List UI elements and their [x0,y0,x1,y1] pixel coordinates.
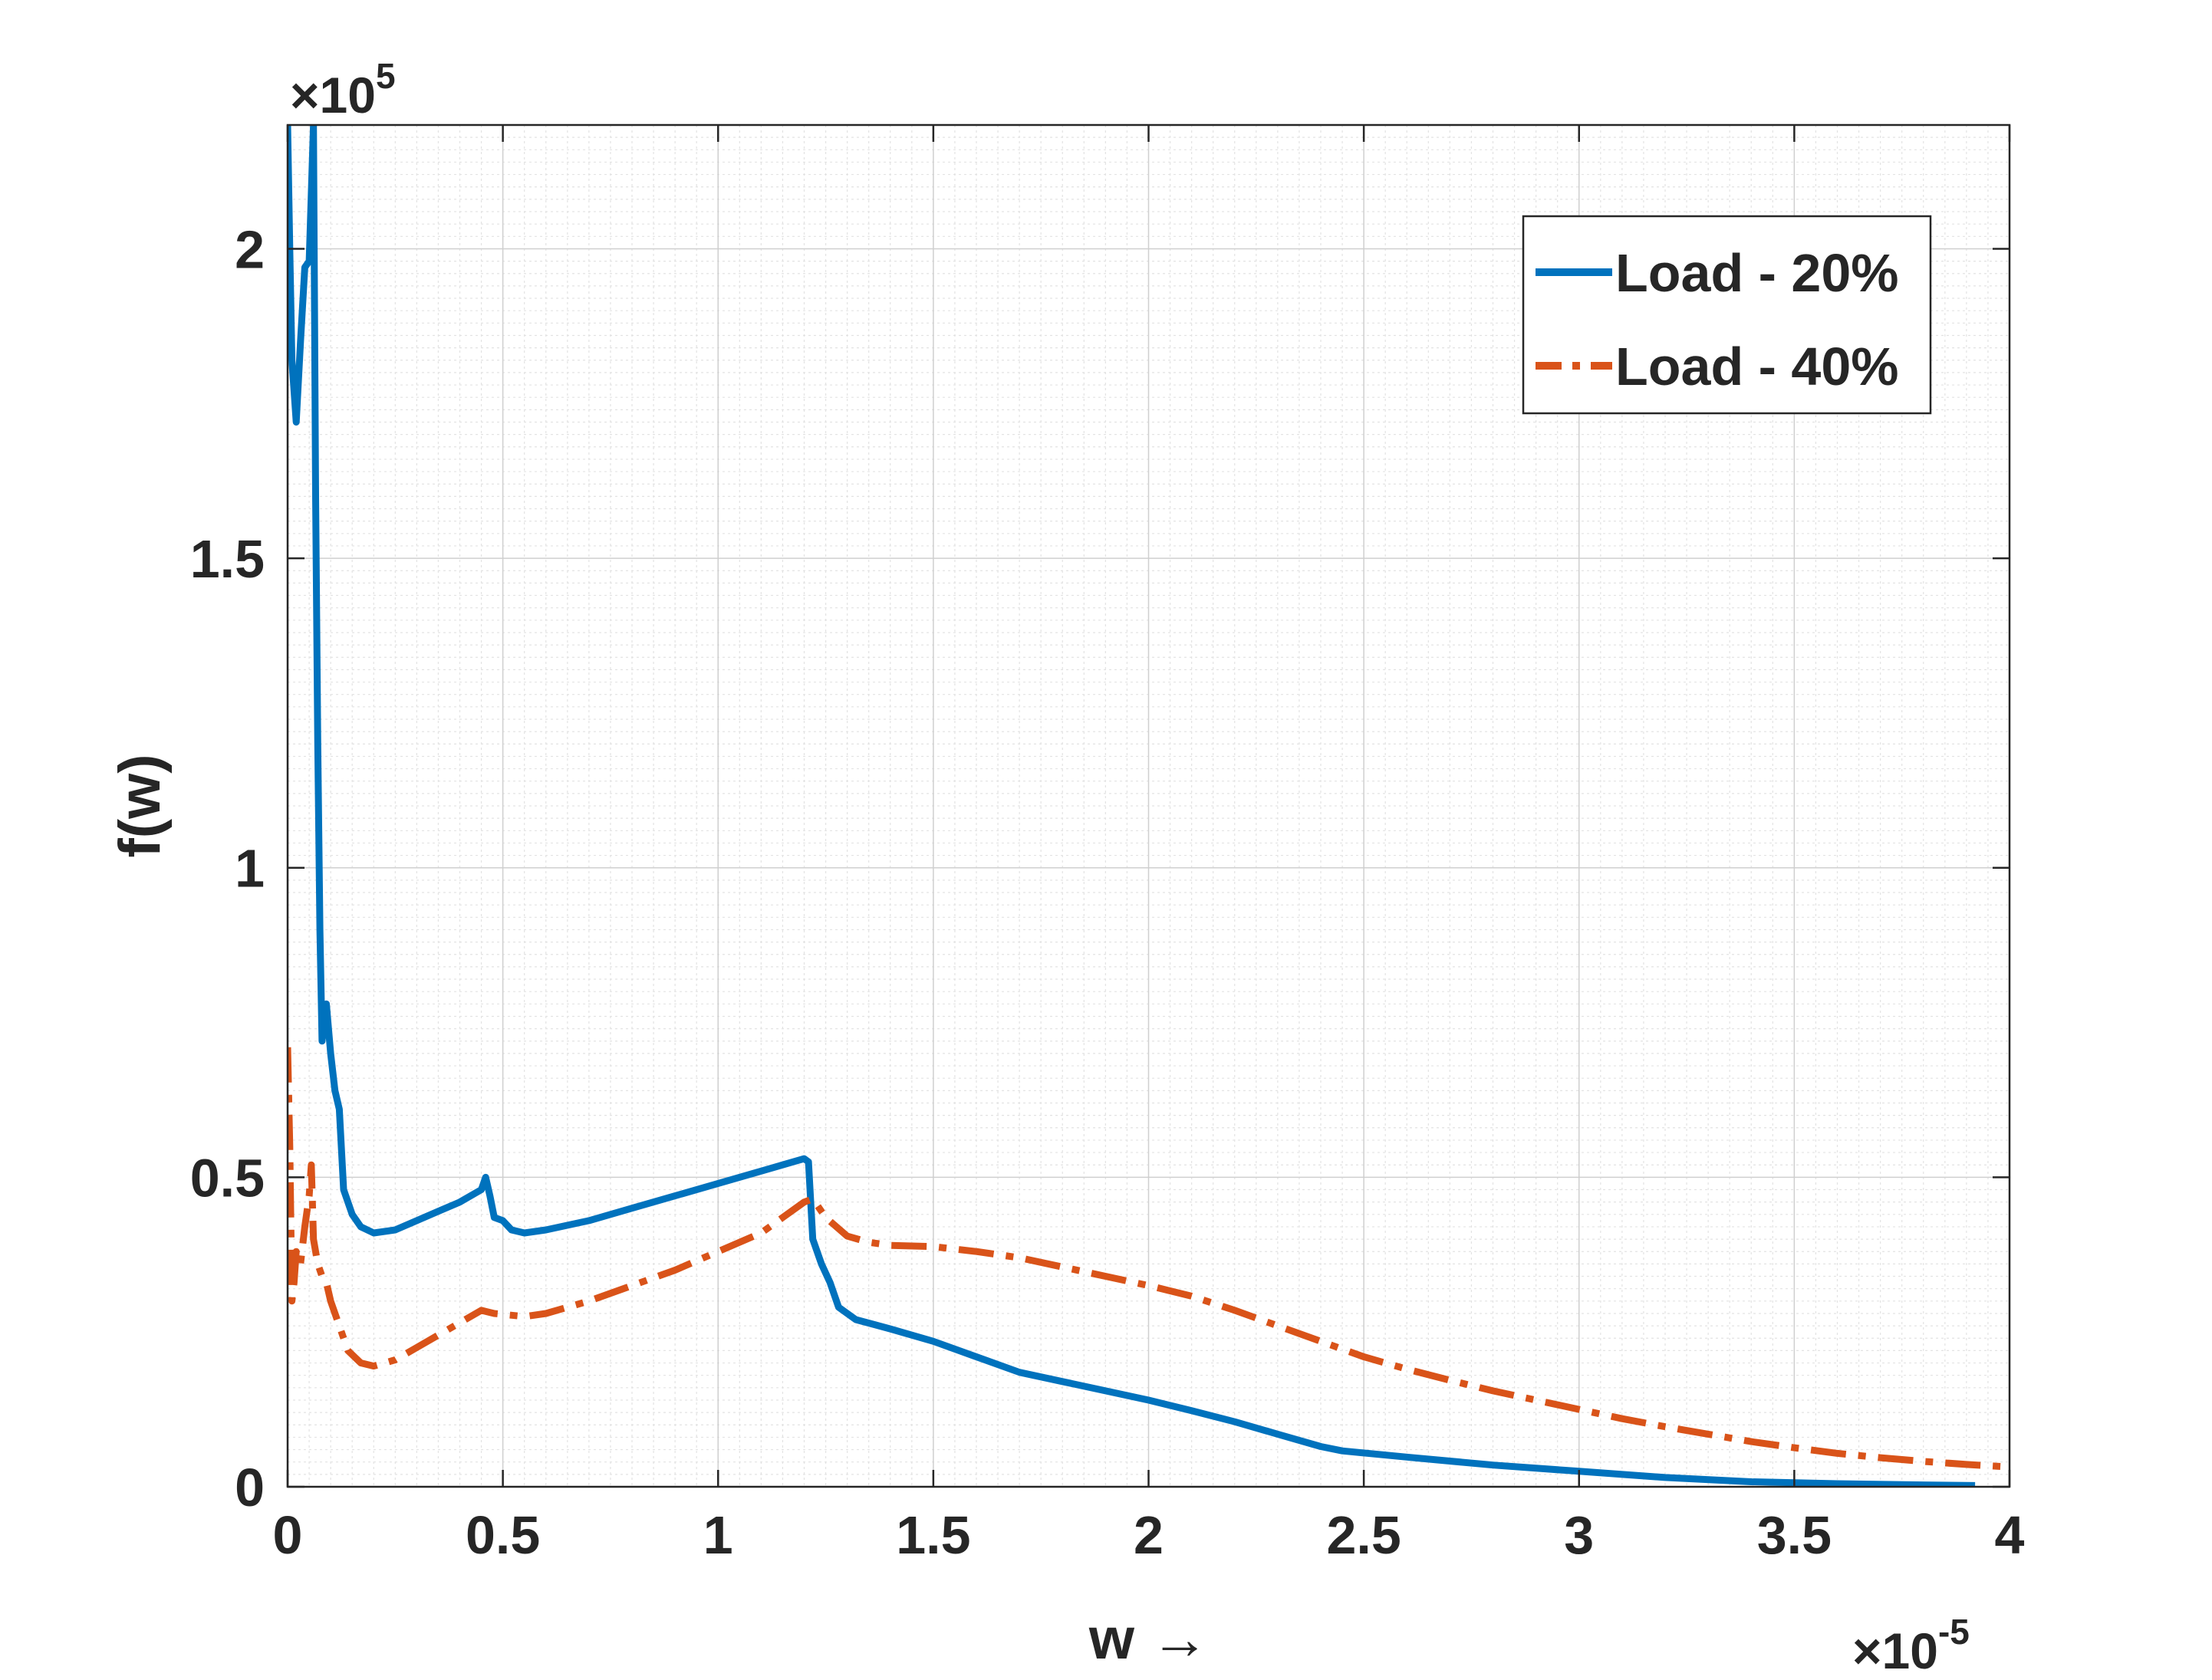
x-tick-label: 4 [1995,1505,2025,1565]
x-tick-label: 2 [1134,1505,1164,1565]
x-tick-label: 0.5 [466,1505,540,1565]
x-tick-labels: 0 0.5 1 1.5 2 2.5 3 3.5 4 [273,1505,2025,1565]
legend-label-load-20: Load - 20% [1615,243,1899,303]
x-tick-label: 1.5 [896,1505,970,1565]
x-tick-label: 3.5 [1757,1505,1832,1565]
series-line-1 [288,1047,2010,1471]
x-tick-label: 1 [703,1505,733,1565]
y-tick-label: 0 [235,1458,265,1517]
y-tick-labels: 0 0.5 1 1.5 2 [190,219,265,1517]
x-tick-label: 3 [1564,1505,1594,1565]
series-line-0 [288,125,1976,1487]
y-tick-label: 0.5 [190,1148,265,1208]
legend-box [1522,215,1932,415]
x-exponent-superscript: -5 [1938,1612,1970,1652]
y-axis-label: f(w) [107,754,173,857]
x-tick-label: 2.5 [1326,1505,1401,1565]
y-tick-label: 2 [235,219,265,279]
legend: Load - 20% Load - 40% [1522,215,1932,415]
y-exponent-superscript: 5 [376,56,396,96]
y-tick-label: 1 [235,839,265,899]
x-axis-label: w → [1088,1606,1209,1672]
y-exponent-label: ×105 [290,56,396,123]
tick-marks [286,125,2011,1488]
series-layer [288,125,2010,1487]
legend-label-load-40: Load - 40% [1615,337,1899,396]
x-tick-label: 0 [273,1505,303,1565]
y-tick-label: 1.5 [190,529,265,589]
x-exponent-label: ×10-5 [1852,1612,1970,1679]
